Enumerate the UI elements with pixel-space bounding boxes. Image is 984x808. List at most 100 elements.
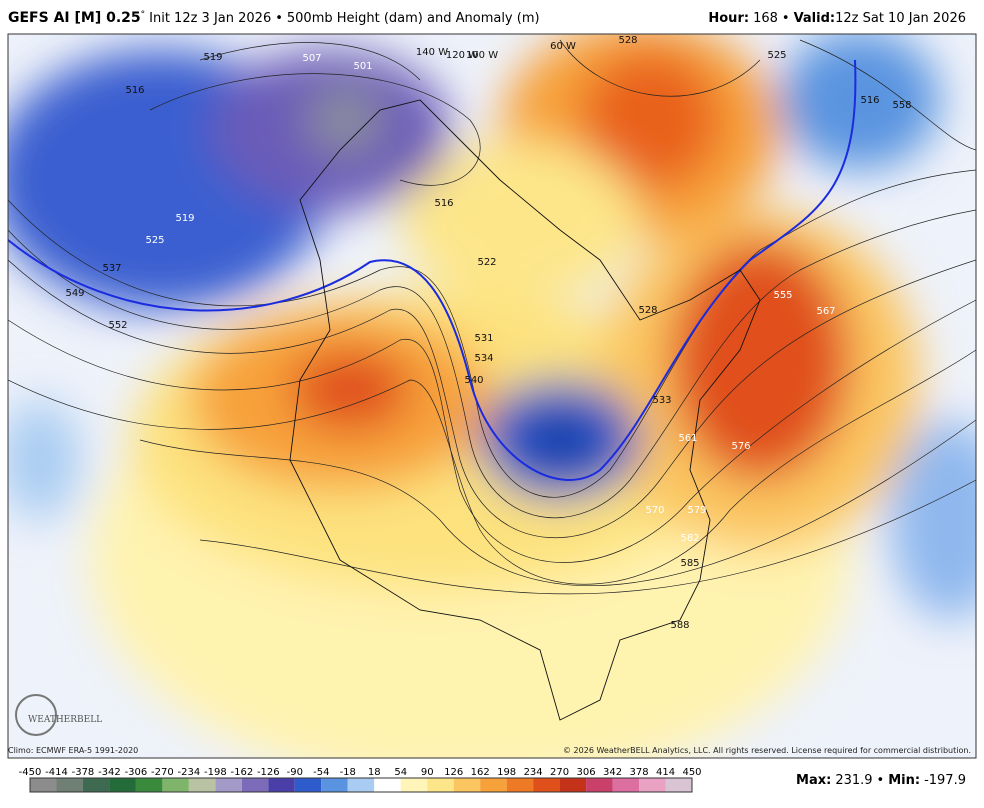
contour-label: 537 (102, 263, 121, 274)
colorbar-tick-label: 450 (682, 767, 701, 778)
colorbar-segment (268, 778, 295, 792)
contour-label: 522 (477, 257, 496, 268)
contour-label: 552 (108, 320, 127, 331)
contour-label: 528 (618, 35, 637, 46)
contour-label: 582 (680, 533, 699, 544)
valid-label: Valid: (794, 11, 836, 26)
contour-label: 525 (145, 235, 164, 246)
colorbar-tick-label: 198 (497, 767, 516, 778)
colorbar-segment (586, 778, 613, 792)
longitude-label: 100 W (466, 50, 498, 61)
logo-mark (15, 694, 57, 736)
min-label: Min: (888, 773, 920, 788)
contour-label: 570 (645, 505, 664, 516)
separator: • (275, 11, 283, 26)
contour-label: 549 (65, 288, 84, 299)
contour-label: 519 (175, 213, 194, 224)
contour-label: 528 (638, 305, 657, 316)
map-frame (7, 33, 977, 759)
logo: WEATHERBELL (28, 715, 102, 725)
contour-label: 519 (203, 52, 222, 63)
colorbar-tick-label: 18 (368, 767, 381, 778)
hour: 168 (753, 11, 778, 26)
model: GEFS AI [M] 0.25 (8, 10, 141, 26)
longitude-label: 60 W (550, 41, 576, 52)
colorbar-segment (665, 778, 692, 792)
colorbar-segment (30, 778, 57, 792)
colorbar-frame (29, 777, 693, 793)
max-min: Max: 231.9 • Min: -197.9 (796, 773, 966, 788)
colorbar-segment (480, 778, 507, 792)
colorbar-tick-label: -18 (340, 767, 356, 778)
colorbar-tick-label: 270 (550, 767, 569, 778)
field: 500mb Height (dam) and Anomaly (m) (287, 11, 540, 26)
contour-label: 567 (816, 306, 835, 317)
hour-label: Hour: (708, 11, 749, 26)
colorbar-tick-label: -234 (178, 767, 201, 778)
colorbar-tick-label: -306 (125, 767, 148, 778)
contour-label: 579 (687, 505, 706, 516)
colorbar-tick-label: -198 (204, 767, 227, 778)
contour-label: 501 (353, 61, 372, 72)
colorbar-segment (374, 778, 401, 792)
colorbar-tick-label: -270 (151, 767, 174, 778)
colorbar-segment (162, 778, 189, 792)
contour-label: 534 (474, 353, 493, 364)
colorbar-segment (533, 778, 560, 792)
contour-label: 507 (302, 53, 321, 64)
degree: ° (141, 10, 146, 20)
anomaly-field (8, 34, 976, 758)
colorbar-tick-label: 54 (394, 767, 407, 778)
longitude-label: 140 W (416, 47, 448, 58)
colorbar-segment (321, 778, 348, 792)
colorbar-segment (506, 778, 534, 792)
contour-label: 531 (474, 333, 493, 344)
climo: Climo: ECMWF ERA-5 1991-2020 (8, 746, 138, 755)
colorbar-segment (400, 778, 428, 792)
contour-label: 561 (678, 433, 697, 444)
contour-540 (8, 59, 857, 481)
colorbar-segment (294, 778, 322, 792)
colorbar-tick-label: -162 (230, 767, 253, 778)
contour-label: 576 (731, 441, 750, 452)
colorbar-segment (639, 778, 666, 792)
contour-label: 585 (680, 558, 699, 569)
contour-label: 525 (767, 50, 786, 61)
colorbar-tick-label: -54 (313, 767, 329, 778)
colorbar-segment (215, 778, 242, 792)
colorbar-segment (109, 778, 136, 792)
colorbar-tick-label: 378 (629, 767, 648, 778)
colorbar-tick-label: 414 (656, 767, 675, 778)
colorbar-tick-label: 306 (577, 767, 596, 778)
contour-label: 516 (434, 198, 453, 209)
colorbar-segment (612, 778, 640, 792)
header-right: Hour: 168 • Valid:12z Sat 10 Jan 2026 (708, 11, 966, 26)
colorbar-tick-label: -126 (257, 767, 280, 778)
contour-label: 558 (892, 100, 911, 111)
colorbar-segment (559, 778, 587, 792)
valid: 12z Sat 10 Jan 2026 (835, 11, 966, 26)
colorbar-segment (241, 778, 269, 792)
colorbar-segment (56, 778, 83, 792)
separator: • (782, 11, 790, 26)
init: Init 12z 3 Jan 2026 (149, 11, 271, 26)
contour-label: 555 (773, 290, 792, 301)
separator: • (877, 773, 885, 788)
colorbar-tick-label: -378 (72, 767, 95, 778)
colorbar-segment (188, 778, 216, 792)
colorbar-segment (453, 778, 481, 792)
colorbar: -450 -414 -378 -342 -306 -270 -234 -198 -162 -126… (19, 767, 702, 793)
contour-label: 588 (670, 620, 689, 631)
longitude-label: 120 W (446, 50, 478, 61)
colorbar-tick-label: -414 (45, 767, 68, 778)
colorbar-tick-label: 162 (471, 767, 490, 778)
max: 231.9 (835, 773, 872, 788)
contour-label: 540 (464, 375, 483, 386)
colorbar-segment (347, 778, 375, 792)
colorbar-segment (427, 778, 454, 792)
contour-label: 516 (125, 85, 144, 96)
colorbar-tick-label: -90 (287, 767, 303, 778)
max-label: Max: (796, 773, 831, 788)
contour-label: 516 (860, 95, 879, 106)
